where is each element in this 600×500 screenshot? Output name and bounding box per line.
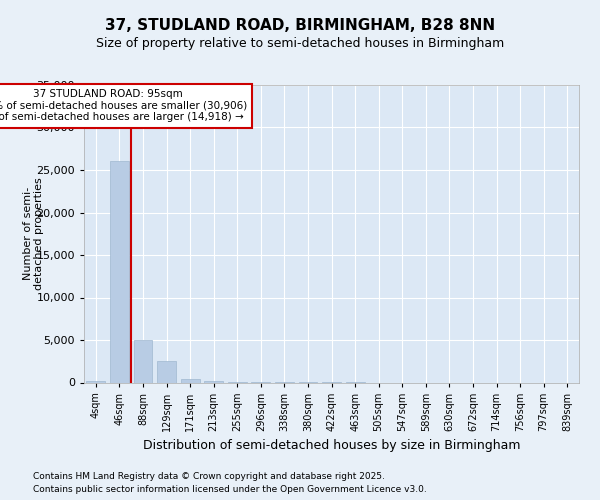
Bar xyxy=(181,379,200,382)
Bar xyxy=(157,361,176,382)
Text: 37, STUDLAND ROAD, BIRMINGHAM, B28 8NN: 37, STUDLAND ROAD, BIRMINGHAM, B28 8NN xyxy=(105,18,495,32)
Y-axis label: Number of semi-
detached properties: Number of semi- detached properties xyxy=(23,178,44,290)
Text: Size of property relative to semi-detached houses in Birmingham: Size of property relative to semi-detach… xyxy=(96,38,504,51)
Bar xyxy=(86,381,105,382)
Bar xyxy=(134,340,152,382)
Text: 37 STUDLAND ROAD: 95sqm
← 67% of semi-detached houses are smaller (30,906)
32% o: 37 STUDLAND ROAD: 95sqm ← 67% of semi-de… xyxy=(0,89,247,122)
Text: Contains HM Land Registry data © Crown copyright and database right 2025.: Contains HM Land Registry data © Crown c… xyxy=(33,472,385,481)
X-axis label: Distribution of semi-detached houses by size in Birmingham: Distribution of semi-detached houses by … xyxy=(143,440,520,452)
Text: Contains public sector information licensed under the Open Government Licence v3: Contains public sector information licen… xyxy=(33,485,427,494)
Bar xyxy=(110,162,129,382)
Bar xyxy=(204,381,223,382)
